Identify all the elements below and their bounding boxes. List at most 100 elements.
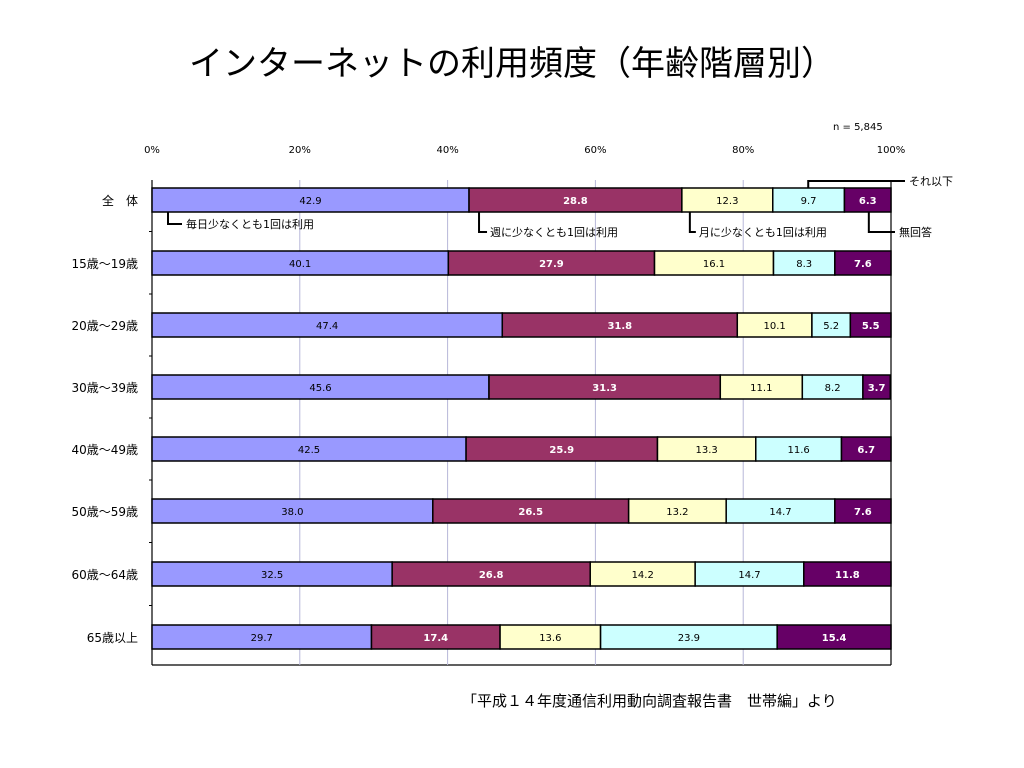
series-label-daily: 毎日少なくとも1回は利用 xyxy=(186,218,314,231)
data-label: 14.2 xyxy=(632,570,654,581)
series-label-monthly: 月に少なくとも1回は利用 xyxy=(699,226,827,239)
data-label: 26.8 xyxy=(479,570,504,581)
category-label: 40歳～49歳 xyxy=(71,443,138,457)
data-label: 5.5 xyxy=(862,321,880,332)
data-label: 10.1 xyxy=(763,321,785,332)
data-label: 8.2 xyxy=(825,383,841,394)
data-label: 28.8 xyxy=(563,196,588,207)
sample-size-label: n = 5,845 xyxy=(833,122,883,133)
bar-segment-weekly xyxy=(391,561,591,587)
bar-segment-weekly xyxy=(447,250,656,276)
bar-segment-less xyxy=(801,374,864,400)
data-label: 45.6 xyxy=(309,383,331,394)
leader-daily xyxy=(167,212,182,225)
series-label-no-answer: 無回答 xyxy=(899,225,932,239)
page-title: インターネットの利用頻度（年齢階層別） xyxy=(189,44,835,84)
data-label: 29.7 xyxy=(251,633,273,644)
bar-segment-monthly xyxy=(681,187,774,213)
category-label: 20歳～29歳 xyxy=(71,319,138,333)
x-tick-label: 0% xyxy=(144,145,160,156)
data-label: 7.6 xyxy=(854,259,872,270)
bar-segment-no_answer xyxy=(862,374,892,400)
bar-segment-no_answer xyxy=(849,312,892,338)
category-label: 30歳～39歳 xyxy=(71,381,138,395)
x-tick-label: 60% xyxy=(584,145,606,156)
source-note: 「平成１４年度通信利用動向調査報告書 世帯編」より xyxy=(462,692,837,710)
bar-segment-daily xyxy=(151,187,470,213)
data-label: 47.4 xyxy=(316,321,338,332)
data-label: 13.2 xyxy=(666,507,688,518)
bar-segment-less xyxy=(694,561,805,587)
data-label: 11.8 xyxy=(835,570,860,581)
series-label-less: それ以下 xyxy=(909,175,953,188)
data-label: 42.5 xyxy=(298,445,320,456)
data-label: 6.3 xyxy=(859,196,877,207)
bar-segment-no_answer xyxy=(803,561,892,587)
bar-segment-no_answer xyxy=(834,498,892,524)
bar-segment-weekly xyxy=(432,498,630,524)
leader-monthly xyxy=(688,212,696,233)
bars: 42.9 28.8 12.3 9.7 6.3 40.1 27.9 16.1 8.3 7.6 47.4… xyxy=(151,187,892,650)
data-label: 12.3 xyxy=(716,196,738,207)
series-label-weekly: 週に少なくとも1回は利用 xyxy=(490,226,618,239)
data-label: 38.0 xyxy=(281,507,303,518)
bar-segment-weekly xyxy=(465,436,659,462)
data-label: 5.2 xyxy=(823,321,839,332)
data-label: 16.1 xyxy=(703,259,725,270)
data-label: 26.5 xyxy=(518,507,543,518)
bar-segment-no_answer xyxy=(834,250,892,276)
bar-segment-less xyxy=(599,624,778,650)
bar-segment-less xyxy=(772,250,836,276)
bar-segment-monthly xyxy=(653,250,775,276)
data-label: 9.7 xyxy=(801,196,817,207)
data-label: 6.7 xyxy=(857,445,875,456)
data-label: 32.5 xyxy=(261,570,283,581)
data-label: 31.8 xyxy=(607,321,632,332)
bar-segment-monthly xyxy=(719,374,804,400)
leader-no-answer xyxy=(867,212,895,233)
bar-segment-monthly xyxy=(589,561,696,587)
bar-segment-daily xyxy=(151,312,504,338)
bar-segment-daily xyxy=(151,624,373,650)
data-label: 14.7 xyxy=(769,507,791,518)
data-label: 14.7 xyxy=(738,570,760,581)
category-label: 60歳～64歳 xyxy=(71,568,138,582)
data-label: 7.6 xyxy=(854,507,872,518)
category-label: 50歳～59歳 xyxy=(71,505,138,519)
category-labels: 全 体 15歳～19歳 20歳～29歳 30歳～39歳 40歳～49歳 50歳～59歳 60… xyxy=(71,193,138,645)
bar-segment-daily xyxy=(151,374,490,400)
bar-segment-daily xyxy=(151,436,467,462)
data-label: 3.7 xyxy=(868,383,886,394)
leader-weekly xyxy=(478,212,488,233)
data-label: 13.3 xyxy=(695,445,717,456)
category-label: 65歳以上 xyxy=(87,631,138,645)
data-label: 23.9 xyxy=(678,633,700,644)
category-label: 15歳～19歳 xyxy=(71,257,138,271)
bar-segment-no_answer xyxy=(843,187,892,213)
data-label: 11.1 xyxy=(750,383,772,394)
x-axis-ticks: 0% 20% 40% 60% 80% 100% xyxy=(144,145,905,156)
leader-less xyxy=(807,180,905,188)
data-label: 25.9 xyxy=(549,445,574,456)
data-label: 31.3 xyxy=(592,383,617,394)
data-label: 27.9 xyxy=(539,259,564,270)
category-label: 全 体 xyxy=(102,193,138,208)
bar-segment-less xyxy=(755,436,843,462)
x-tick-label: 80% xyxy=(732,145,754,156)
data-label: 17.4 xyxy=(423,633,448,644)
bar-segment-no_answer xyxy=(840,436,892,462)
x-tick-label: 40% xyxy=(436,145,458,156)
data-label: 8.3 xyxy=(796,259,812,270)
data-label: 11.6 xyxy=(787,445,809,456)
bar-segment-no_answer xyxy=(776,624,892,650)
bar-segment-daily xyxy=(151,498,434,524)
x-tick-label: 20% xyxy=(289,145,311,156)
data-label: 15.4 xyxy=(822,633,847,644)
bar-segment-monthly xyxy=(499,624,602,650)
x-tick-label: 100% xyxy=(877,145,906,156)
data-label: 42.9 xyxy=(299,196,321,207)
data-label: 40.1 xyxy=(289,259,311,270)
data-label: 13.6 xyxy=(539,633,561,644)
